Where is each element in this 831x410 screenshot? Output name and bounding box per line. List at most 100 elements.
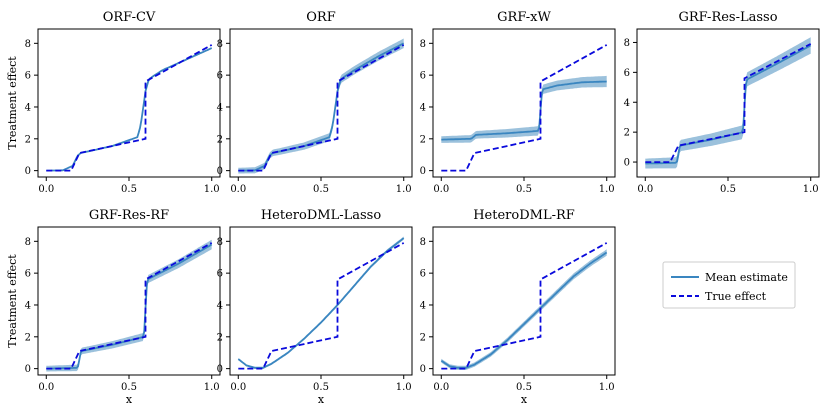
axes-frame xyxy=(37,28,221,178)
y-tick-label: 8 xyxy=(420,39,426,50)
panel-1: 0.0 0.5 1.0 0 2 4 6 8 ORF-CV Treatment effect xyxy=(6,10,221,195)
x-tick-label: 0.5 xyxy=(121,184,137,195)
panel-title: HeteroDML-Lasso xyxy=(261,208,381,223)
y-tick-label: 2 xyxy=(25,332,31,343)
y-tick-label: 0 xyxy=(25,364,31,375)
x-axis-label: x xyxy=(521,393,528,406)
panel-4: 0.0 0.5 1.0 0 2 4 6 8 GRF-Res-Lasso xyxy=(624,10,820,195)
axes-frame xyxy=(37,226,221,376)
y-tick-label: 2 xyxy=(25,134,31,145)
true-effect-line xyxy=(46,44,213,172)
y-tick-label: 6 xyxy=(25,71,31,82)
panel-6: 0.0 0.5 1.0 0 2 4 6 8 HeteroDML-Lasso x xyxy=(217,208,413,406)
x-tick-label: 1.0 xyxy=(803,184,819,195)
y-tick-label: 8 xyxy=(25,237,31,248)
panel-title: ORF-CV xyxy=(103,10,156,25)
panel-title: GRF-Res-RF xyxy=(89,208,169,223)
x-axis-label: x xyxy=(126,393,133,406)
legend-mean-label: Mean estimate xyxy=(705,271,788,284)
y-axis-label: Treatment effect xyxy=(6,56,19,150)
panel-title: GRF-xW xyxy=(497,10,551,25)
panel-2: 0.0 0.5 1.0 0 2 4 6 8 ORF xyxy=(217,10,413,195)
x-tick-label: 0.0 xyxy=(230,184,246,195)
true-effect-line xyxy=(441,44,608,172)
x-tick-label: 1.0 xyxy=(396,184,412,195)
y-tick-label: 8 xyxy=(217,39,223,50)
x-tick-label: 1.0 xyxy=(599,184,615,195)
true-effect-line xyxy=(238,242,405,370)
y-tick-label: 4 xyxy=(624,98,630,109)
mean-estimate-line xyxy=(440,251,608,369)
y-tick-label: 6 xyxy=(420,269,426,280)
mean-estimate-line xyxy=(238,42,405,172)
y-tick-label: 8 xyxy=(420,237,426,248)
x-axis-label: x xyxy=(318,393,325,406)
x-tick-label: 1.0 xyxy=(396,382,412,393)
axes-frame xyxy=(432,226,616,376)
panel-3: 0.0 0.5 1.0 0 2 4 6 8 GRF-xW xyxy=(420,10,616,195)
panel-5: 0.0 0.5 1.0 0 2 4 6 8 GRF-Res-RF x Treatment effec… xyxy=(6,208,221,406)
y-tick-label: 6 xyxy=(217,269,223,280)
x-tick-label: 0.0 xyxy=(433,382,449,393)
x-tick-label: 0.0 xyxy=(230,382,246,393)
true-effect-line xyxy=(645,43,812,164)
x-tick-label: 1.0 xyxy=(204,382,220,393)
x-tick-label: 0.5 xyxy=(516,184,532,195)
y-tick-label: 0 xyxy=(420,364,426,375)
x-tick-label: 0.0 xyxy=(433,184,449,195)
axes-frame xyxy=(229,226,413,376)
y-tick-label: 0 xyxy=(420,166,426,177)
x-tick-label: 0.0 xyxy=(637,184,653,195)
x-tick-label: 0.5 xyxy=(313,382,329,393)
y-tick-label: 2 xyxy=(217,134,223,145)
mean-estimate-line xyxy=(441,80,607,141)
y-tick-label: 0 xyxy=(217,364,223,375)
y-tick-label: 8 xyxy=(624,38,630,49)
y-tick-label: 4 xyxy=(420,300,426,311)
y-tick-label: 6 xyxy=(217,71,223,82)
y-tick-label: 2 xyxy=(420,134,426,145)
panel-title: GRF-Res-Lasso xyxy=(678,10,777,25)
y-tick-label: 6 xyxy=(420,71,426,82)
y-tick-label: 4 xyxy=(420,102,426,113)
y-tick-label: 6 xyxy=(624,68,630,79)
y-tick-label: 2 xyxy=(420,332,426,343)
mean-estimate-line xyxy=(237,237,405,369)
mean-estimate-line xyxy=(46,47,213,172)
y-axis-label: Treatment effect xyxy=(6,254,19,348)
x-tick-label: 0.0 xyxy=(38,382,54,393)
panel-title: ORF xyxy=(306,10,335,25)
y-tick-label: 4 xyxy=(25,300,31,311)
true-effect-line xyxy=(441,242,608,370)
y-tick-label: 8 xyxy=(217,237,223,248)
legend-true-label: True effect xyxy=(705,290,767,303)
y-tick-label: 0 xyxy=(25,166,31,177)
x-tick-label: 0.5 xyxy=(516,382,532,393)
x-tick-label: 0.5 xyxy=(313,184,329,195)
x-tick-label: 0.5 xyxy=(121,382,137,393)
confidence-band xyxy=(441,249,607,370)
x-tick-label: 1.0 xyxy=(204,184,220,195)
y-tick-label: 6 xyxy=(25,269,31,280)
true-effect-line xyxy=(46,242,213,370)
y-tick-label: 2 xyxy=(217,332,223,343)
x-tick-label: 1.0 xyxy=(599,382,615,393)
y-tick-label: 0 xyxy=(217,166,223,177)
y-tick-label: 4 xyxy=(25,102,31,113)
confidence-band xyxy=(238,236,404,369)
axes-frame xyxy=(432,28,616,178)
y-tick-label: 8 xyxy=(25,39,31,50)
y-tick-label: 0 xyxy=(624,158,630,169)
legend: Mean estimate True effect xyxy=(662,261,796,309)
x-tick-label: 0.5 xyxy=(720,184,736,195)
y-tick-label: 2 xyxy=(624,128,630,139)
x-tick-label: 0.0 xyxy=(38,184,54,195)
panel-title: HeteroDML-RF xyxy=(473,208,575,223)
y-tick-label: 4 xyxy=(217,102,223,113)
true-effect-line xyxy=(238,44,405,172)
panel-7: 0.0 0.5 1.0 0 2 4 6 8 HeteroDML-RF x xyxy=(420,208,616,406)
confidence-band xyxy=(46,47,212,172)
y-tick-label: 4 xyxy=(217,300,223,311)
